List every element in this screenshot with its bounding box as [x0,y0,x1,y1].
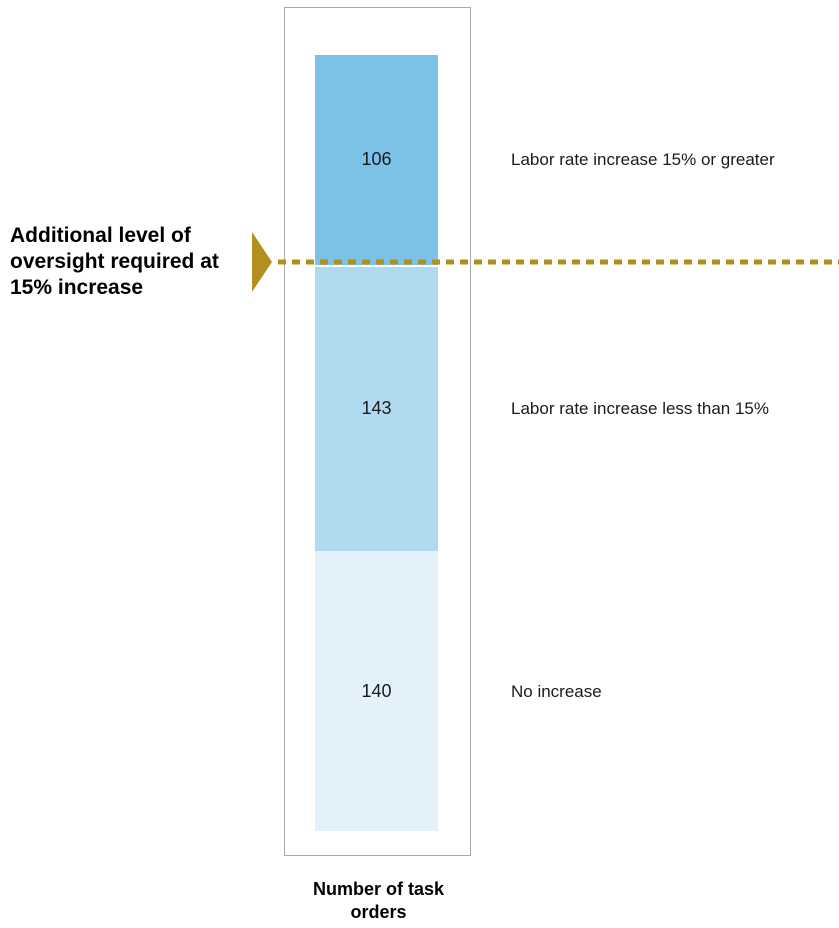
segment-value-label: 140 [361,681,391,701]
bar-segment-3 [315,55,438,265]
segment-category-label: Labor rate increase 15% or greater [511,150,775,169]
segment-value-label: 106 [361,149,391,169]
threshold-marker [252,232,839,292]
x-axis-label: Number of task orders [312,879,445,922]
segment-category-label: No increase [511,682,602,701]
threshold-arrow-icon [252,232,272,292]
chart-frame [284,7,471,856]
segment-value-label: 143 [361,398,391,418]
segment-category-label: Labor rate increase less than 15% [511,399,769,418]
bar-segment-2 [315,267,438,551]
bar-segment-1 [315,551,438,831]
threshold-annotation: Additional level of oversight required a… [10,224,219,299]
bar-segments: 140 No increase 143 Labor rate increase les… [315,55,775,831]
